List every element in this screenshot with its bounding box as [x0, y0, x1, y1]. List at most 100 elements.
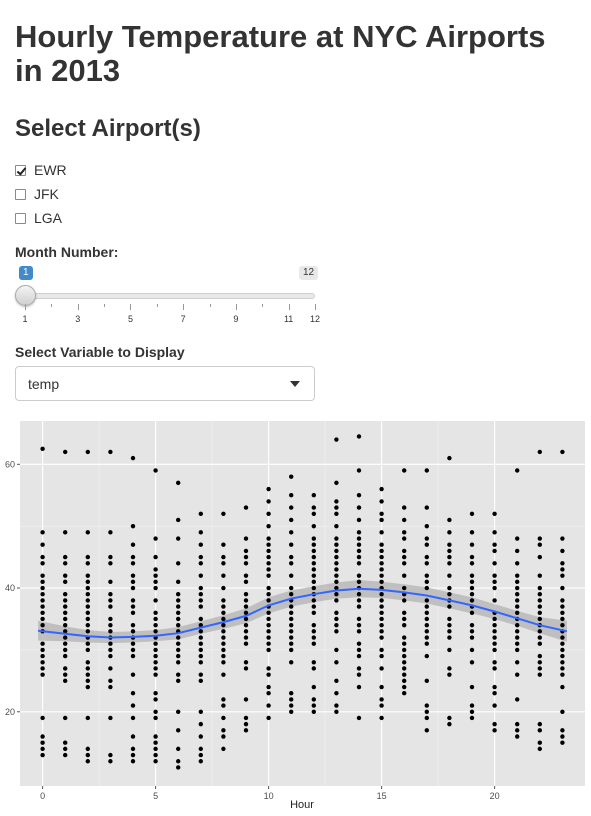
variable-select[interactable]: temp: [15, 366, 315, 401]
checkbox-ewr[interactable]: [15, 164, 27, 176]
data-point: [176, 678, 181, 684]
data-point: [379, 567, 384, 572]
data-point: [356, 542, 362, 547]
data-point: [469, 542, 475, 547]
data-point: [85, 684, 91, 690]
data-point: [108, 554, 113, 560]
data-point: [334, 585, 339, 591]
data-point: [424, 573, 429, 578]
slider-tick-label: 12: [309, 314, 321, 324]
data-point: [40, 561, 45, 566]
data-point: [221, 511, 226, 516]
data-point: [85, 610, 91, 615]
data-point: [424, 598, 429, 603]
data-point: [289, 622, 294, 628]
data-point: [334, 610, 339, 615]
data-point: [424, 585, 429, 591]
data-point: [153, 573, 158, 578]
data-point: [560, 573, 565, 578]
data-point: [289, 629, 294, 634]
data-point: [402, 622, 407, 628]
data-point: [85, 573, 91, 578]
month-slider-ticks: 1 3 5 7 9 11 12: [15, 304, 320, 324]
month-slider-handle[interactable]: [14, 285, 36, 306]
data-point: [62, 647, 68, 653]
data-point: [198, 622, 203, 628]
data-point: [85, 666, 91, 671]
data-point: [469, 635, 475, 640]
data-point: [243, 579, 249, 585]
data-point: [424, 703, 429, 708]
data-point: [447, 548, 452, 554]
data-point: [40, 672, 45, 677]
data-point: [379, 499, 384, 504]
data-point: [243, 721, 249, 727]
data-point: [153, 740, 158, 745]
data-point: [356, 598, 362, 603]
data-point: [266, 536, 271, 541]
data-point: [176, 517, 181, 523]
data-point: [424, 542, 429, 547]
data-point: [492, 728, 497, 733]
data-point: [402, 635, 407, 640]
data-point: [108, 666, 113, 671]
data-point: [108, 678, 113, 684]
airport-option-jfk[interactable]: JFK: [15, 182, 67, 206]
data-point: [492, 598, 497, 603]
data-point: [108, 579, 113, 585]
slider-minor-tick: [51, 304, 53, 307]
data-point: [243, 604, 249, 609]
data-point: [356, 616, 362, 622]
airport-checkbox-group: EWR JFK LGA: [15, 158, 67, 230]
airport-option-lga[interactable]: LGA: [15, 206, 67, 230]
data-point: [447, 561, 452, 566]
data-point: [356, 672, 362, 677]
data-point: [515, 536, 520, 541]
data-point: [266, 486, 271, 492]
data-point: [198, 616, 203, 622]
temperature-scatter-plot: 0 5 10 15 20 20 40 60 Hour: [5, 421, 585, 811]
data-point: [85, 678, 91, 684]
data-point: [198, 561, 203, 566]
data-point: [447, 542, 452, 547]
data-point: [40, 734, 45, 739]
data-point: [492, 629, 497, 634]
data-point: [469, 622, 475, 628]
data-point: [469, 598, 475, 603]
airport-option-ewr[interactable]: EWR: [15, 158, 67, 182]
month-slider-track[interactable]: [25, 293, 315, 299]
data-point: [537, 449, 542, 455]
data-point: [221, 635, 226, 640]
checkbox-label-ewr: EWR: [34, 162, 67, 178]
data-point: [560, 548, 565, 554]
data-point: [198, 660, 203, 665]
data-point: [85, 592, 91, 597]
data-point: [130, 715, 136, 721]
data-point: [176, 660, 181, 665]
data-point: [560, 561, 565, 566]
data-point: [40, 752, 45, 758]
data-point: [334, 622, 339, 628]
data-point: [356, 653, 362, 659]
data-point: [289, 561, 294, 566]
data-point: [469, 573, 475, 578]
slider-tick-label: 9: [233, 314, 239, 324]
data-point: [130, 746, 136, 752]
data-point: [537, 616, 542, 622]
data-point: [379, 598, 384, 603]
data-point: [108, 616, 113, 622]
data-point: [311, 641, 316, 646]
data-point: [243, 666, 249, 671]
checkbox-jfk[interactable]: [15, 188, 26, 200]
data-point: [243, 598, 249, 603]
data-point: [266, 684, 271, 690]
data-point: [108, 647, 113, 653]
data-point: [40, 585, 45, 591]
data-point: [515, 561, 520, 566]
data-point: [560, 740, 565, 745]
data-point: [40, 579, 45, 585]
data-point: [492, 616, 497, 622]
data-point: [356, 647, 362, 653]
data-point: [40, 592, 45, 597]
checkbox-lga[interactable]: [15, 212, 26, 224]
